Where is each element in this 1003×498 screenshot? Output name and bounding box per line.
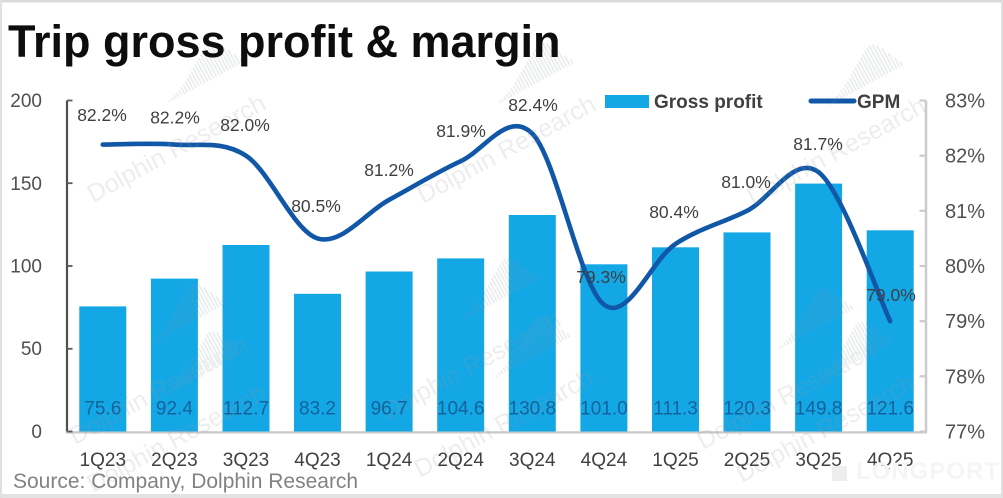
svg-text:96.7: 96.7 [371,399,408,420]
svg-text:104.6: 104.6 [437,399,485,420]
svg-text:79.0%: 79.0% [866,285,916,305]
svg-text:75.6: 75.6 [84,399,121,420]
svg-text:82.0%: 82.0% [220,115,270,135]
svg-text:130.8: 130.8 [509,399,557,420]
svg-text:2Q23: 2Q23 [151,450,197,471]
svg-text:2Q25: 2Q25 [724,450,770,471]
svg-text:112.7: 112.7 [223,399,269,420]
svg-text:80%: 80% [945,256,985,278]
svg-text:78%: 78% [945,366,985,388]
svg-text:81.9%: 81.9% [436,121,486,141]
svg-text:82.4%: 82.4% [508,95,558,115]
svg-text:149.8: 149.8 [795,399,843,420]
svg-text:0: 0 [31,422,42,443]
svg-text:GPM: GPM [857,92,900,113]
svg-text:92.4: 92.4 [156,399,193,420]
svg-text:100: 100 [10,257,42,278]
svg-text:101.0: 101.0 [580,399,628,420]
svg-text:79.3%: 79.3% [576,267,626,287]
svg-text:4Q25: 4Q25 [867,450,913,471]
svg-text:82.2%: 82.2% [150,108,200,128]
svg-text:82%: 82% [945,146,985,168]
svg-text:83%: 83% [945,91,985,113]
svg-text:80.4%: 80.4% [649,202,699,222]
svg-text:3Q24: 3Q24 [509,450,556,471]
svg-text:79%: 79% [945,311,985,333]
svg-text:4Q23: 4Q23 [294,450,340,471]
svg-text:80.5%: 80.5% [291,196,341,216]
svg-text:4Q24: 4Q24 [581,450,628,471]
svg-text:3Q23: 3Q23 [223,450,269,471]
svg-text:1Q23: 1Q23 [80,450,126,471]
svg-text:Source: Company, Dolphin Resea: Source: Company, Dolphin Research [13,470,358,493]
svg-text:81.7%: 81.7% [793,134,843,154]
svg-text:3Q25: 3Q25 [795,450,841,471]
svg-text:50: 50 [21,339,42,360]
svg-text:2Q24: 2Q24 [437,450,484,471]
svg-text:LONGPORT: LONGPORT [856,458,1000,485]
svg-text:Trip gross profit & margin: Trip gross profit & margin [8,16,561,67]
svg-text:111.3: 111.3 [653,399,698,420]
svg-text:Gross profit: Gross profit [654,92,763,113]
svg-text:81.0%: 81.0% [721,172,771,192]
svg-text:83.2: 83.2 [299,399,336,420]
svg-text:120.3: 120.3 [723,399,771,420]
svg-text:77%: 77% [945,422,985,444]
svg-text:150: 150 [10,174,42,195]
svg-text:200: 200 [10,91,42,112]
svg-text:121.6: 121.6 [866,399,914,420]
svg-text:1Q25: 1Q25 [652,450,698,471]
svg-text:82.2%: 82.2% [77,105,127,125]
svg-text:81.2%: 81.2% [364,160,414,180]
svg-text:1Q24: 1Q24 [366,450,413,471]
svg-text:81%: 81% [945,201,985,223]
